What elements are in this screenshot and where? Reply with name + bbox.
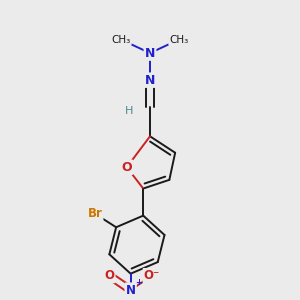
Text: CH₃: CH₃	[111, 34, 130, 44]
Text: H: H	[124, 106, 133, 116]
Text: N: N	[126, 284, 136, 297]
Text: O: O	[122, 161, 132, 174]
Text: CH₃: CH₃	[169, 34, 189, 44]
Text: O: O	[104, 269, 114, 282]
Text: O⁻: O⁻	[144, 269, 160, 282]
Text: Br: Br	[87, 207, 102, 220]
Text: +: +	[136, 278, 142, 287]
Text: N: N	[145, 74, 155, 87]
Text: N: N	[145, 46, 155, 60]
